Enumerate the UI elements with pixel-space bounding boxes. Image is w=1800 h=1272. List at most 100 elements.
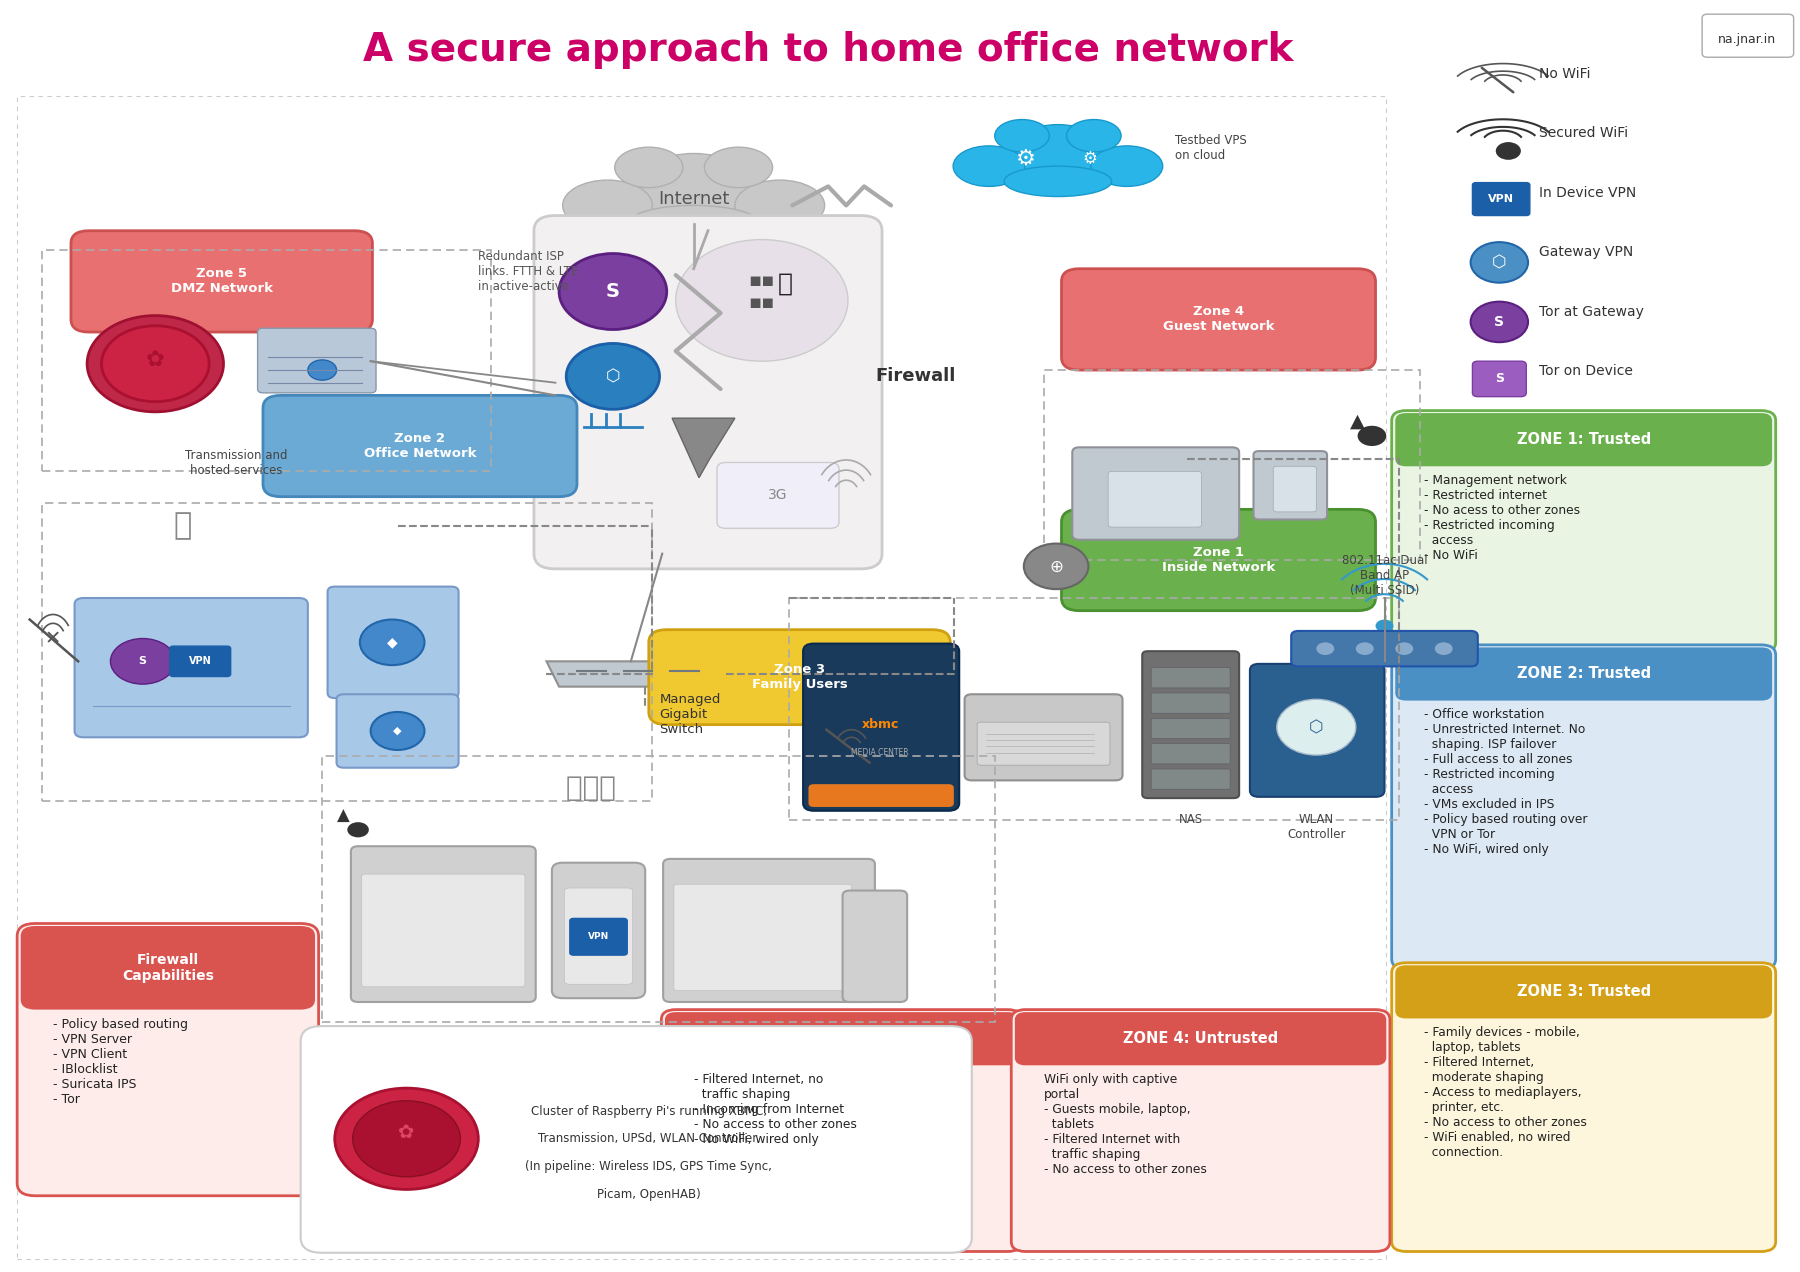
Text: ZONE 4: Untrusted: ZONE 4: Untrusted	[1123, 1032, 1278, 1047]
Bar	[41, 502, 652, 800]
FancyBboxPatch shape	[1472, 361, 1526, 397]
Text: - Management network
- Restricted internet
- No acess to other zones
- Restricte: - Management network - Restricted intern…	[1424, 474, 1580, 562]
Text: xbmc: xbmc	[862, 719, 898, 731]
FancyBboxPatch shape	[1152, 744, 1229, 764]
FancyBboxPatch shape	[1015, 1013, 1386, 1066]
FancyBboxPatch shape	[1395, 965, 1771, 1019]
Ellipse shape	[1012, 125, 1105, 177]
Ellipse shape	[563, 181, 652, 230]
Text: ZONE 1: Trusted: ZONE 1: Trusted	[1517, 432, 1651, 448]
Text: S: S	[1494, 315, 1505, 329]
FancyBboxPatch shape	[716, 463, 839, 528]
Text: ✕: ✕	[45, 630, 61, 647]
Text: 802.11ac Dual
Band AP
(Multi SSID): 802.11ac Dual Band AP (Multi SSID)	[1341, 553, 1427, 597]
Circle shape	[86, 315, 223, 412]
Circle shape	[101, 326, 209, 402]
Text: ⬡: ⬡	[1492, 253, 1507, 271]
Text: Redundant ISP
links. FTTH & LTE
in active-active: Redundant ISP links. FTTH & LTE in activ…	[479, 249, 578, 293]
FancyBboxPatch shape	[553, 862, 644, 999]
Text: Gateway VPN: Gateway VPN	[1539, 245, 1633, 259]
Text: Cluster of Raspberry Pi's running XBMC,: Cluster of Raspberry Pi's running XBMC,	[531, 1104, 767, 1118]
Text: ZONE 3: Trusted: ZONE 3: Trusted	[1517, 985, 1651, 1000]
Text: ●: ●	[144, 350, 167, 378]
FancyBboxPatch shape	[977, 722, 1111, 766]
Text: S: S	[1494, 373, 1503, 385]
Circle shape	[1496, 142, 1521, 160]
FancyBboxPatch shape	[1472, 183, 1530, 215]
Text: Tor at Gateway: Tor at Gateway	[1539, 305, 1643, 319]
FancyBboxPatch shape	[535, 215, 882, 569]
Text: WiFi only with captive
portal
- Guests mobile, laptop,
  tablets
- Filtered Inte: WiFi only with captive portal - Guests m…	[1044, 1072, 1206, 1175]
Polygon shape	[671, 418, 734, 478]
Text: Secured WiFi: Secured WiFi	[1539, 126, 1627, 140]
Ellipse shape	[1067, 120, 1121, 151]
Circle shape	[335, 1088, 479, 1189]
Text: - Office workstation
- Unrestricted Internet. No
  shaping. ISP failover
- Full : - Office workstation - Unrestricted Inte…	[1424, 709, 1588, 856]
Text: Testbed VPS
on cloud: Testbed VPS on cloud	[1175, 135, 1246, 163]
Circle shape	[347, 822, 369, 837]
Ellipse shape	[995, 120, 1049, 151]
Circle shape	[1024, 543, 1089, 589]
Circle shape	[1355, 642, 1373, 655]
Circle shape	[1375, 619, 1393, 632]
Ellipse shape	[1004, 167, 1112, 197]
FancyBboxPatch shape	[648, 630, 950, 725]
FancyBboxPatch shape	[1395, 647, 1771, 701]
Text: Firewall: Firewall	[875, 368, 956, 385]
Text: ▲: ▲	[1350, 411, 1364, 430]
Ellipse shape	[704, 148, 772, 188]
FancyBboxPatch shape	[1391, 645, 1775, 969]
FancyBboxPatch shape	[661, 1010, 1022, 1252]
Text: - Policy based routing
- VPN Server
- VPN Client
- IBlocklist
- Suricata IPS
- T: - Policy based routing - VPN Server - VP…	[52, 1019, 187, 1107]
Text: ◆: ◆	[387, 635, 398, 649]
Bar	[18, 97, 1386, 1259]
Text: ⊕: ⊕	[1049, 557, 1064, 575]
Text: Picam, OpenHAB): Picam, OpenHAB)	[598, 1188, 700, 1201]
Circle shape	[675, 239, 848, 361]
Text: Zone 2
Office Network: Zone 2 Office Network	[364, 432, 477, 460]
Text: - Filtered Internet, no
  traffic shaping
- Incoming from Internet
- No access t: - Filtered Internet, no traffic shaping …	[693, 1072, 857, 1146]
Ellipse shape	[734, 181, 824, 230]
Text: ◆: ◆	[394, 726, 401, 736]
FancyBboxPatch shape	[673, 884, 851, 991]
FancyBboxPatch shape	[1073, 448, 1238, 539]
FancyBboxPatch shape	[664, 1013, 1019, 1066]
FancyBboxPatch shape	[301, 1027, 972, 1253]
FancyBboxPatch shape	[362, 874, 526, 987]
Text: Zone 4
Guest Network: Zone 4 Guest Network	[1163, 305, 1274, 333]
FancyBboxPatch shape	[1152, 668, 1229, 688]
Text: ▲: ▲	[337, 806, 349, 824]
Text: 🔥: 🔥	[778, 272, 792, 296]
FancyBboxPatch shape	[1062, 268, 1375, 370]
Circle shape	[353, 1100, 461, 1177]
FancyBboxPatch shape	[169, 646, 230, 677]
Text: No WiFi: No WiFi	[1539, 66, 1591, 80]
Polygon shape	[547, 661, 743, 687]
FancyBboxPatch shape	[1152, 693, 1229, 714]
Text: MEDIA CENTER: MEDIA CENTER	[851, 748, 909, 757]
Text: (In pipeline: Wireless IDS, GPS Time Sync,: (In pipeline: Wireless IDS, GPS Time Syn…	[526, 1160, 772, 1173]
Ellipse shape	[635, 154, 752, 219]
Ellipse shape	[614, 148, 682, 188]
Text: na.jnar.in: na.jnar.in	[1717, 33, 1777, 46]
FancyBboxPatch shape	[263, 396, 578, 496]
FancyBboxPatch shape	[1249, 664, 1384, 796]
FancyBboxPatch shape	[74, 598, 308, 738]
Text: - Family devices - mobile,
  laptop, tablets
- Filtered Internet,
  moderate sha: - Family devices - mobile, laptop, table…	[1424, 1027, 1588, 1159]
Text: ✿: ✿	[146, 350, 164, 370]
FancyBboxPatch shape	[1395, 413, 1771, 467]
Bar	[41, 249, 491, 472]
Text: Zone 1
Inside Network: Zone 1 Inside Network	[1161, 546, 1274, 574]
Text: Zone 3
Family Users: Zone 3 Family Users	[752, 663, 848, 691]
FancyBboxPatch shape	[803, 644, 959, 810]
Text: A secure approach to home office network: A secure approach to home office network	[364, 31, 1294, 69]
FancyBboxPatch shape	[1391, 963, 1775, 1252]
Ellipse shape	[626, 205, 761, 243]
Circle shape	[308, 360, 337, 380]
Text: Transmission, UPSd, WLAN Controller.: Transmission, UPSd, WLAN Controller.	[538, 1132, 760, 1146]
Text: S: S	[139, 656, 148, 667]
Text: Transmission and
hosted services: Transmission and hosted services	[185, 449, 288, 477]
Ellipse shape	[1091, 146, 1163, 187]
Circle shape	[567, 343, 659, 410]
Text: In Device VPN: In Device VPN	[1539, 186, 1636, 200]
